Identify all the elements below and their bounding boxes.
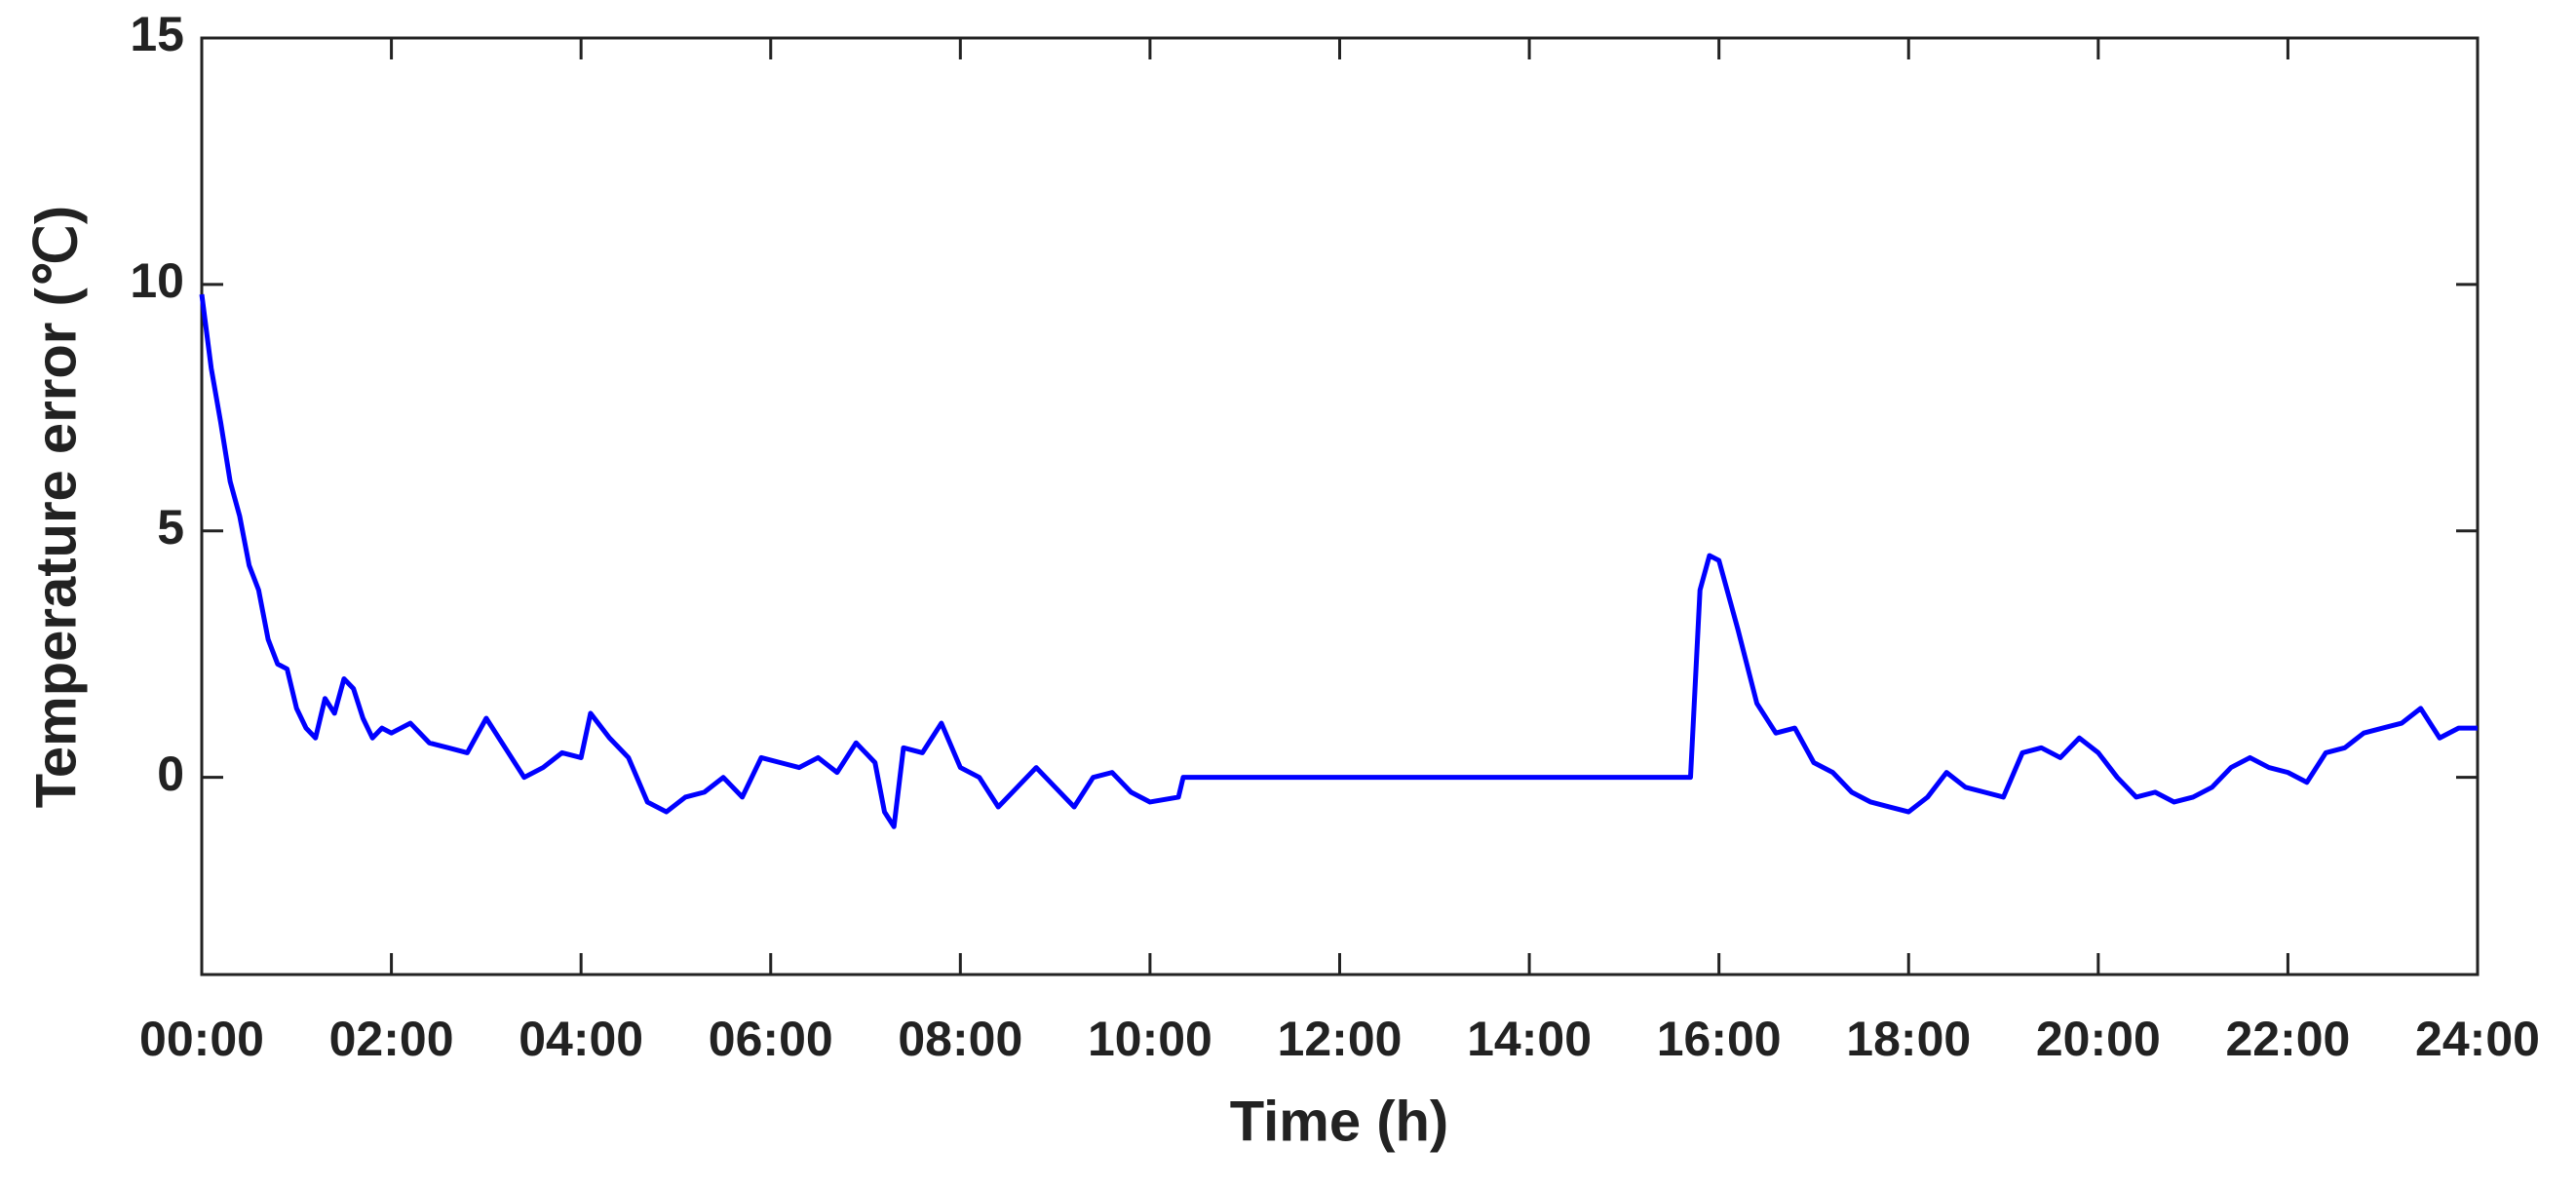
x-tick-label: 06:00: [709, 1012, 833, 1066]
y-tick-label: 15: [130, 7, 184, 61]
data-line: [199, 293, 2478, 829]
y-tick-label: 10: [130, 253, 184, 308]
x-tick-label: 04:00: [519, 1012, 643, 1066]
x-tick-label: 00:00: [139, 1012, 264, 1066]
x-tick-label: 20:00: [2036, 1012, 2161, 1066]
y-axis-label: Temperature error (℃): [24, 206, 88, 808]
x-tick-label: 10:00: [1088, 1012, 1212, 1066]
x-tick-label: 24:00: [2415, 1012, 2540, 1066]
x-axis-label: Time (h): [1230, 1090, 1449, 1153]
x-tick-label: 22:00: [2225, 1012, 2350, 1066]
plot-frame: [200, 36, 2480, 976]
x-tick-label: 16:00: [1657, 1012, 1782, 1066]
y-tick-label: 0: [157, 747, 184, 801]
x-tick-label: 12:00: [1278, 1012, 1403, 1066]
x-tick-label: 18:00: [1846, 1012, 1971, 1066]
x-tick-label: 14:00: [1467, 1012, 1592, 1066]
x-tick-label: 02:00: [329, 1012, 454, 1066]
y-tick-label: 5: [157, 500, 184, 555]
x-tick-label: 08:00: [898, 1012, 1022, 1066]
